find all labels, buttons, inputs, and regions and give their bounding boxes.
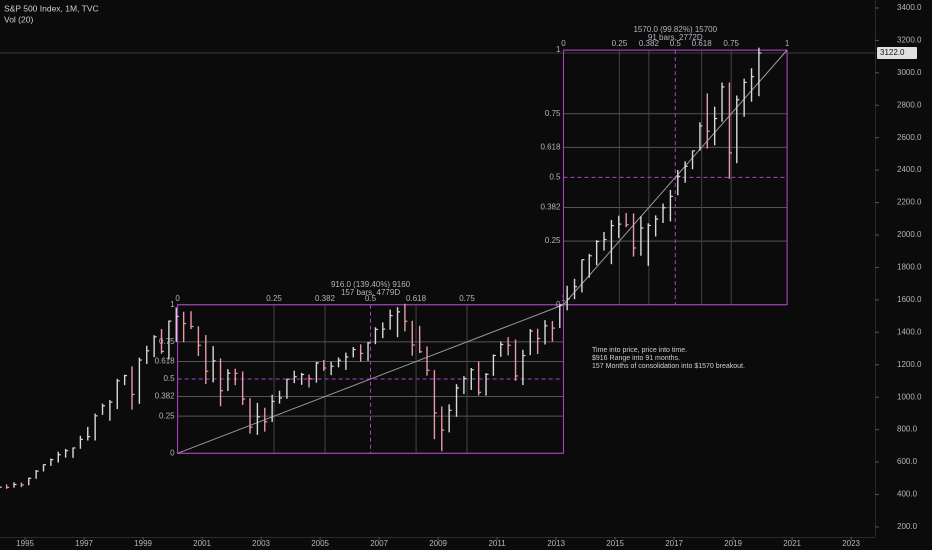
chart-title: S&P 500 Index, 1M, TVC	[4, 3, 99, 13]
chart-subtitle: Vol (20)	[4, 14, 33, 24]
fib-price-label: 0.382	[155, 392, 176, 401]
fib-bars-label: 91 bars, 2772D	[648, 33, 703, 42]
y-tick-label: 2200.0	[897, 198, 922, 207]
note: $916 Range into 91 months.	[592, 355, 680, 362]
x-tick-label: 2003	[252, 539, 270, 548]
y-tick-label: 800.0	[897, 425, 918, 434]
fib-price-label: 0.25	[545, 236, 561, 245]
fib-time-label: 0.75	[723, 39, 739, 48]
fib-price-label: 0.25	[159, 411, 175, 420]
fib-time-label: 0.25	[266, 294, 282, 303]
fib-price-label: 0.5	[163, 374, 175, 383]
fib-time-label: 0.75	[459, 294, 475, 303]
x-tick-label: 2021	[783, 539, 801, 548]
fib-time-label: 0.5	[670, 39, 682, 48]
fib-bars-label: 157 bars, 4779D	[341, 288, 400, 297]
y-tick-label: 2800.0	[897, 100, 922, 109]
fib-diagonal	[177, 304, 564, 454]
x-tick-label: 2017	[665, 539, 683, 548]
y-tick-label: 200.0	[897, 522, 918, 531]
fib-price-label: 0.618	[540, 142, 561, 151]
fib-price-label: 1	[170, 300, 175, 309]
y-tick-label: 1800.0	[897, 263, 922, 272]
y-tick-label: 3400.0	[897, 3, 922, 12]
fib-time-label: 0.618	[406, 294, 427, 303]
fib-price-label: 0.5	[549, 173, 561, 182]
fib-price-label: 0	[556, 300, 561, 309]
y-tick-label: 3200.0	[897, 35, 922, 44]
y-tick-label: 600.0	[897, 457, 918, 466]
x-tick-label: 2015	[606, 539, 624, 548]
fib-price-label: 0.382	[540, 203, 561, 212]
x-tick-label: 2023	[842, 539, 860, 548]
x-tick-label: 1997	[75, 539, 93, 548]
y-tick-label: 3000.0	[897, 68, 922, 77]
fib-box	[177, 304, 564, 454]
y-tick-label: 400.0	[897, 490, 918, 499]
fib-box	[562, 49, 788, 306]
x-tick-label: 2001	[193, 539, 211, 548]
fib-time-label: 0	[561, 39, 566, 48]
x-tick-label: 2013	[547, 539, 565, 548]
fib-price-label: 0	[170, 448, 175, 457]
fib-price-label: 0.618	[155, 357, 176, 366]
y-tick-label: 1400.0	[897, 327, 922, 336]
fib-time-label: 0	[175, 294, 180, 303]
y-tick-label: 2000.0	[897, 230, 922, 239]
x-tick-label: 2019	[724, 539, 742, 548]
x-tick-label: 2005	[311, 539, 329, 548]
fib-time-label: 1	[785, 39, 790, 48]
note: 157 Months of consolidation into $1570 b…	[592, 363, 745, 370]
fib-price-label: 0.75	[159, 337, 175, 346]
x-tick-label: 2011	[488, 539, 506, 548]
fib-time-label: 0.382	[315, 294, 336, 303]
fib-time-label: 0.25	[612, 39, 628, 48]
fib-price-label: 0.75	[545, 109, 561, 118]
y-tick-label: 1200.0	[897, 360, 922, 369]
x-tick-label: 1999	[134, 539, 152, 548]
fib-range-label: 916.0 (139.40%) 9160	[331, 280, 411, 289]
last-price-tag	[877, 47, 917, 60]
last-price-label: 3122.0	[880, 48, 905, 57]
fib-range-label: 1570.0 (99.82%) 15700	[633, 25, 717, 34]
y-tick-label: 1600.0	[897, 295, 922, 304]
y-tick-label: 2400.0	[897, 165, 922, 174]
fib-price-label: 1	[556, 45, 561, 54]
fib-time-label: 0.618	[692, 39, 713, 48]
fib-time-label: 0.5	[365, 294, 377, 303]
x-tick-label: 2009	[429, 539, 447, 548]
note: Time into price, price into time.	[592, 347, 687, 354]
fib-time-label: 0.382	[639, 39, 660, 48]
x-tick-label: 1995	[16, 539, 34, 548]
fib-diagonal	[563, 49, 788, 306]
x-tick-label: 2007	[370, 539, 388, 548]
y-tick-label: 2600.0	[897, 133, 922, 142]
y-tick-label: 1000.0	[897, 392, 922, 401]
